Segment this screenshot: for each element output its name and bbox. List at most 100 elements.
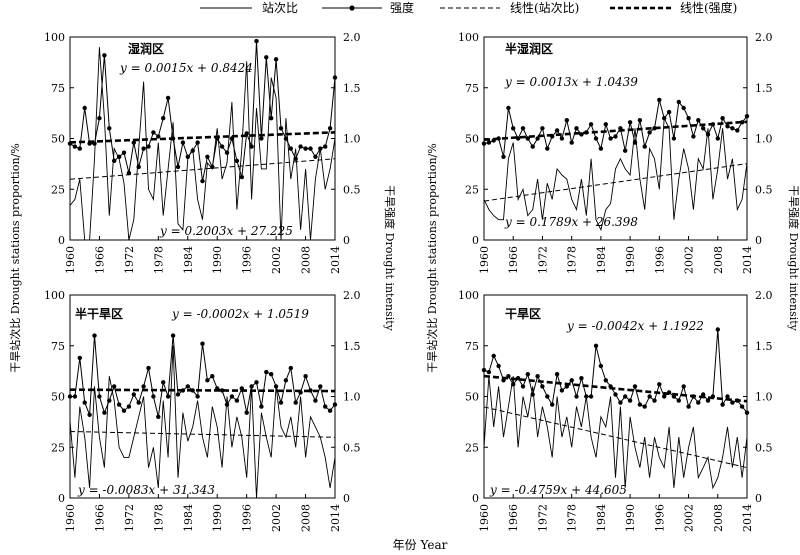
region-label: 干旱区 bbox=[505, 307, 541, 321]
right-tick-label: 1.5 bbox=[755, 340, 773, 353]
series-intensity-point bbox=[574, 394, 579, 399]
left-tick-label: 50 bbox=[51, 391, 65, 404]
series-intensity-point bbox=[156, 414, 161, 419]
right-tick-label: 1.0 bbox=[343, 391, 361, 404]
right-y-axis-title: 干旱强度 Drought intensity bbox=[383, 185, 397, 332]
series-intensity-point bbox=[554, 372, 560, 377]
x-tick-label: 1960 bbox=[64, 246, 77, 274]
series-intensity-point bbox=[623, 148, 628, 153]
series-intensity-point bbox=[82, 400, 87, 405]
series-intensity-point bbox=[530, 392, 535, 397]
series-intensity-point bbox=[219, 144, 225, 149]
trend-intensity-line bbox=[69, 388, 336, 393]
legend: 站次比 强度 线性(站次比) 线性(强度) bbox=[200, 0, 737, 15]
series-intensity-point bbox=[146, 365, 151, 371]
series-intensity-point bbox=[613, 392, 618, 397]
series-intensity-point bbox=[579, 132, 584, 137]
series-intensity-point bbox=[97, 394, 102, 399]
series-intensity-point bbox=[511, 126, 516, 131]
series-intensity-point bbox=[190, 148, 195, 153]
series-intensity-point bbox=[515, 376, 521, 381]
series-intensity-point bbox=[161, 116, 166, 121]
right-tick-label: 0 bbox=[343, 234, 350, 247]
series-intensity-point bbox=[618, 400, 623, 405]
series-intensity-point bbox=[647, 394, 652, 399]
series-intensity-point bbox=[579, 376, 584, 381]
series-intensity-point bbox=[72, 144, 78, 149]
series-intensity-point bbox=[195, 140, 200, 145]
x-tick-label: 2014 bbox=[741, 246, 754, 274]
x-tick-label: 2008 bbox=[712, 246, 725, 274]
x-tick-label: 2002 bbox=[270, 246, 283, 274]
series-intensity-point bbox=[224, 150, 230, 155]
series-intensity-point bbox=[121, 150, 127, 155]
left-y-axis-title: 干旱站次比 Drought stations proportion/% bbox=[8, 143, 22, 372]
panel-arid: 0 25 50 75 100 0 0.5 1.0 1.5 2.0 1960 1966 1972 1978 1… bbox=[458, 289, 773, 532]
series-intensity-point bbox=[229, 394, 235, 399]
panel-humid: 0 25 50 75 100 0 0.5 1.0 1.5 2.0 1960 1966 1972 1978 1… bbox=[44, 31, 361, 274]
series-intensity-point bbox=[82, 105, 87, 111]
series-intensity-point bbox=[603, 378, 608, 383]
trend-proportion-line bbox=[483, 406, 748, 469]
series-intensity-point bbox=[715, 136, 720, 141]
series-intensity-point bbox=[259, 404, 264, 409]
x-tick-label: 1990 bbox=[624, 504, 637, 532]
right-tick-label: 2.0 bbox=[755, 31, 773, 44]
series-intensity-point bbox=[234, 158, 240, 163]
series-intensity-point bbox=[210, 374, 215, 379]
series-intensity-point bbox=[136, 164, 141, 170]
series-intensity-point bbox=[730, 126, 735, 131]
region-label: 半干旱区 bbox=[75, 306, 123, 321]
legend-label-proportion-trend: 线性(站次比) bbox=[510, 1, 579, 15]
left-tick-label: 100 bbox=[44, 31, 65, 44]
series-intensity-point bbox=[161, 380, 166, 385]
x-tick-label: 1990 bbox=[624, 246, 637, 274]
x-tick-label: 2002 bbox=[683, 504, 696, 532]
series-intensity-point bbox=[264, 55, 269, 60]
x-tick-label: 1978 bbox=[566, 246, 579, 274]
series-intensity-point bbox=[293, 156, 298, 161]
series-intensity-point bbox=[185, 384, 190, 389]
series-intensity-point bbox=[278, 400, 284, 405]
series-intensity-point bbox=[491, 353, 496, 359]
series-intensity-point bbox=[720, 116, 725, 121]
series-intensity-point bbox=[121, 408, 127, 413]
left-tick-label: 75 bbox=[51, 82, 65, 95]
trend-proportion-line bbox=[69, 158, 336, 180]
series-intensity-point bbox=[701, 392, 706, 397]
x-axis-title: 年份 Year bbox=[393, 538, 448, 552]
series-intensity-point bbox=[224, 402, 230, 407]
series-intensity-point bbox=[170, 333, 176, 338]
x-tick-label: 1984 bbox=[595, 246, 608, 274]
right-tick-label: 2.0 bbox=[343, 31, 361, 44]
series-intensity-point bbox=[323, 144, 328, 149]
series-intensity-point bbox=[180, 140, 186, 145]
left-tick-label: 100 bbox=[458, 289, 479, 302]
x-tick-label: 1990 bbox=[211, 246, 224, 274]
panel-subhumid: 0 25 50 75 100 0 0.5 1.0 1.5 2.0 1960 1966 1972 1978 1… bbox=[458, 31, 773, 274]
series-intensity-point bbox=[97, 116, 102, 121]
series-intensity-point bbox=[647, 130, 652, 135]
series-intensity-point bbox=[525, 372, 530, 377]
proportion-equation: y = 0.2003x + 27.225 bbox=[159, 224, 293, 238]
series-intensity-point bbox=[141, 146, 146, 151]
x-tick-label: 1960 bbox=[478, 504, 491, 532]
series-intensity-point bbox=[308, 146, 313, 151]
series-intensity-point bbox=[725, 124, 730, 129]
legend-marker-intensity bbox=[349, 5, 355, 11]
series-intensity-point bbox=[632, 140, 638, 145]
region-label: 半湿润区 bbox=[505, 41, 553, 56]
left-tick-label: 0 bbox=[58, 492, 65, 505]
series-intensity-point bbox=[126, 404, 132, 409]
series-intensity-point bbox=[696, 118, 701, 123]
x-tick-label: 1978 bbox=[566, 504, 579, 532]
x-tick-label: 1984 bbox=[182, 246, 195, 274]
x-tick-label: 2014 bbox=[741, 504, 754, 532]
series-intensity-point bbox=[112, 158, 117, 163]
left-tick-label: 100 bbox=[44, 289, 65, 302]
left-tick-label: 75 bbox=[51, 340, 65, 353]
series-intensity-point bbox=[481, 141, 487, 146]
trend-proportion-line bbox=[483, 163, 748, 202]
series-intensity-point bbox=[681, 105, 686, 111]
